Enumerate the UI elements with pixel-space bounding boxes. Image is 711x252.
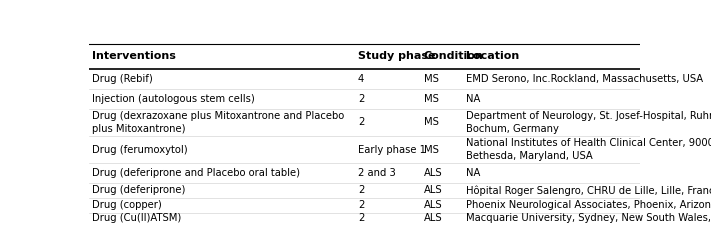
Text: 2 and 3: 2 and 3: [358, 168, 395, 178]
Text: Drug (copper): Drug (copper): [92, 200, 161, 210]
Text: Location: Location: [466, 51, 520, 61]
Text: MS: MS: [424, 74, 439, 84]
Text: ALS: ALS: [424, 213, 442, 224]
Text: 2: 2: [358, 117, 364, 128]
Text: 2: 2: [358, 200, 364, 210]
Text: ALS: ALS: [424, 185, 442, 195]
Text: 2: 2: [358, 185, 364, 195]
Text: Drug (Rebif): Drug (Rebif): [92, 74, 152, 84]
Text: NA: NA: [466, 168, 481, 178]
Text: Macquarie University, Sydney, New South Wales, Australia: Macquarie University, Sydney, New South …: [466, 213, 711, 224]
Text: Drug (deferiprone): Drug (deferiprone): [92, 185, 185, 195]
Text: Condition: Condition: [424, 51, 483, 61]
Text: MS: MS: [424, 94, 439, 104]
Text: EMD Serono, Inc.Rockland, Massachusetts, USA: EMD Serono, Inc.Rockland, Massachusetts,…: [466, 74, 703, 84]
Text: Drug (dexrazoxane plus Mitoxantrone and Placebo
plus Mitoxantrone): Drug (dexrazoxane plus Mitoxantrone and …: [92, 111, 344, 134]
Text: MS: MS: [424, 145, 439, 154]
Text: Drug (Cu(II)ATSM): Drug (Cu(II)ATSM): [92, 213, 181, 224]
Text: Interventions: Interventions: [92, 51, 176, 61]
Text: 4: 4: [358, 74, 364, 84]
Text: Study phase: Study phase: [358, 51, 435, 61]
Text: Drug (deferiprone and Placebo oral table): Drug (deferiprone and Placebo oral table…: [92, 168, 299, 178]
Text: Hôpital Roger Salengro, CHRU de Lille, Lille, France: Hôpital Roger Salengro, CHRU de Lille, L…: [466, 185, 711, 196]
Text: Early phase 1: Early phase 1: [358, 145, 426, 154]
Text: National Institutes of Health Clinical Center, 9000 Rockville Pike,
Bethesda, Ma: National Institutes of Health Clinical C…: [466, 138, 711, 161]
Text: Department of Neurology, St. Josef-Hospital, Ruhr-University
Bochum, Germany: Department of Neurology, St. Josef-Hospi…: [466, 111, 711, 134]
Text: 2: 2: [358, 94, 364, 104]
Text: Drug (ferumoxytol): Drug (ferumoxytol): [92, 145, 187, 154]
Text: Phoenix Neurological Associates, Phoenix, Arizona, USA: Phoenix Neurological Associates, Phoenix…: [466, 200, 711, 210]
Text: ALS: ALS: [424, 200, 442, 210]
Text: Injection (autologous stem cells): Injection (autologous stem cells): [92, 94, 255, 104]
Text: 2: 2: [358, 213, 364, 224]
Text: ALS: ALS: [424, 168, 442, 178]
Text: NA: NA: [466, 94, 481, 104]
Text: MS: MS: [424, 117, 439, 128]
